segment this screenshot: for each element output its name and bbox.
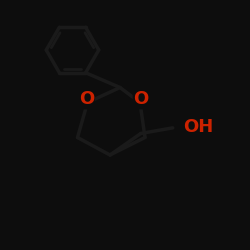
- Text: O: O: [78, 90, 94, 108]
- Text: O: O: [134, 90, 149, 108]
- Text: OH: OH: [183, 118, 214, 136]
